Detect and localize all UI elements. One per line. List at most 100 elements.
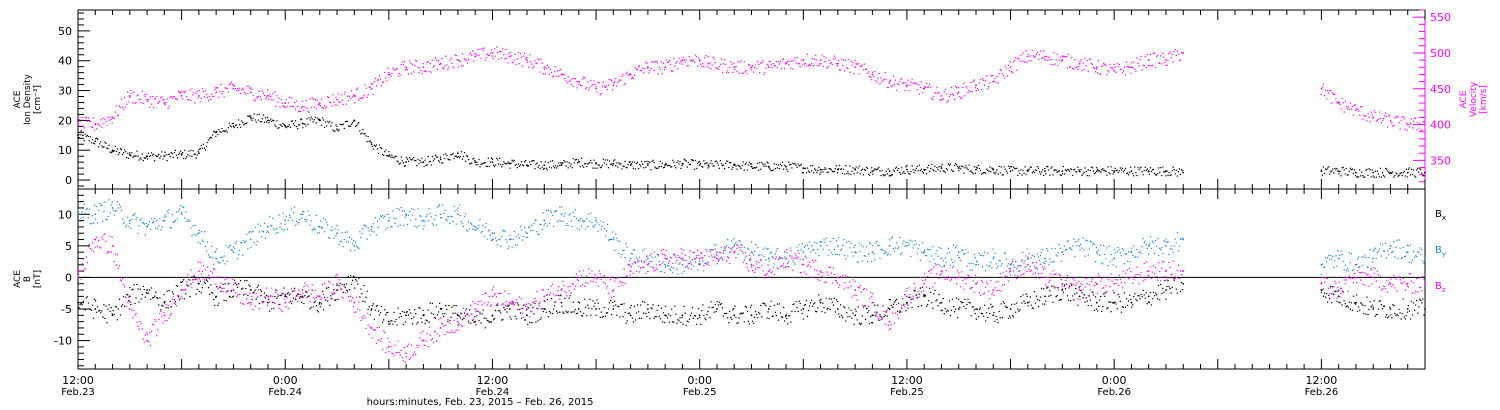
data-point — [203, 96, 206, 98]
data-point — [242, 121, 244, 124]
data-point — [709, 317, 711, 319]
data-point — [197, 282, 199, 284]
data-point — [744, 305, 746, 308]
data-point — [336, 98, 338, 101]
data-point — [431, 59, 434, 61]
data-point — [549, 68, 552, 71]
data-point — [600, 166, 602, 168]
data-point — [746, 169, 749, 171]
data-point — [809, 251, 812, 253]
data-point — [695, 323, 698, 326]
data-point — [1127, 300, 1130, 302]
data-point — [949, 314, 952, 317]
data-point — [808, 305, 811, 307]
data-point — [1172, 251, 1174, 254]
data-point — [524, 159, 527, 162]
data-point — [1399, 172, 1401, 175]
data-point — [460, 220, 463, 223]
data-point — [1109, 63, 1111, 66]
data-point — [795, 300, 797, 303]
data-point — [714, 160, 716, 163]
data-point — [783, 256, 786, 258]
data-point — [99, 143, 101, 145]
data-point — [819, 244, 822, 247]
data-point — [558, 219, 560, 221]
data-point — [1013, 266, 1016, 269]
data-point — [978, 308, 981, 310]
data-point — [305, 99, 307, 102]
data-point — [1097, 60, 1100, 62]
data-point — [374, 309, 377, 311]
data-point — [219, 130, 221, 133]
data-point — [922, 88, 925, 90]
data-point — [252, 292, 254, 294]
data-point — [364, 84, 366, 86]
data-point — [865, 68, 868, 70]
data-point — [158, 153, 160, 156]
data-point — [988, 86, 990, 88]
data-point — [321, 290, 324, 293]
data-point — [588, 307, 590, 309]
data-point — [599, 316, 601, 319]
data-point — [185, 211, 187, 213]
data-point — [249, 285, 251, 288]
data-point — [1070, 284, 1073, 287]
data-point — [320, 124, 323, 126]
data-point — [1070, 248, 1073, 251]
data-point — [1152, 241, 1155, 244]
data-point — [1340, 250, 1342, 252]
data-point — [605, 85, 608, 87]
data-point — [173, 220, 176, 223]
data-point — [174, 149, 177, 152]
data-point — [1340, 108, 1342, 110]
data-point — [1141, 296, 1143, 298]
data-point — [483, 47, 485, 49]
data-point — [546, 225, 549, 227]
data-point — [994, 320, 996, 322]
data-point — [654, 315, 656, 318]
data-point — [415, 159, 417, 162]
data-point — [184, 91, 186, 94]
data-point — [515, 163, 517, 166]
data-point — [876, 311, 878, 313]
data-point — [1074, 293, 1076, 295]
data-point — [677, 273, 679, 275]
data-point — [1173, 279, 1175, 281]
data-point — [538, 303, 540, 305]
data-point — [889, 174, 892, 177]
data-point — [91, 215, 94, 217]
data-point — [755, 263, 758, 265]
data-point — [522, 55, 525, 57]
data-point — [370, 225, 373, 228]
data-point — [365, 87, 367, 89]
data-point — [936, 166, 938, 169]
data-point — [612, 305, 615, 307]
data-point — [138, 224, 140, 227]
data-point — [1092, 66, 1095, 69]
data-point — [213, 95, 215, 98]
data-point — [331, 298, 333, 300]
data-point — [575, 81, 578, 83]
data-point — [1341, 304, 1343, 306]
data-point — [860, 322, 863, 325]
data-point — [313, 119, 315, 121]
data-point — [804, 245, 807, 247]
data-point — [1321, 263, 1324, 265]
data-point — [209, 256, 212, 258]
data-point — [352, 240, 355, 242]
data-point — [1095, 246, 1098, 249]
data-point — [633, 74, 636, 77]
data-point — [1130, 166, 1132, 168]
data-point — [296, 293, 299, 295]
data-point — [207, 286, 210, 289]
data-point — [535, 163, 537, 165]
data-point — [906, 168, 908, 171]
data-point — [1049, 290, 1051, 292]
data-point — [580, 84, 583, 87]
data-point — [1320, 169, 1323, 171]
data-point — [629, 314, 632, 317]
data-point — [1351, 309, 1354, 312]
data-point — [434, 317, 437, 320]
series-by — [77, 199, 1426, 276]
data-point — [1035, 169, 1038, 171]
